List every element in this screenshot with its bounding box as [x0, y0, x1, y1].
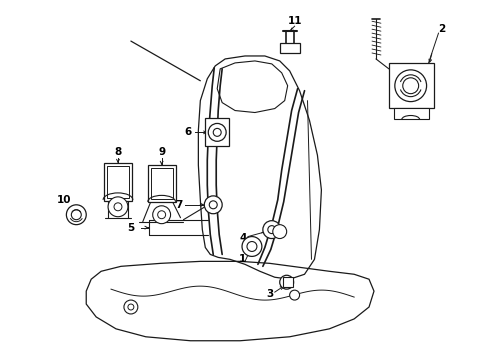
FancyBboxPatch shape — [147, 165, 175, 202]
Text: 4: 4 — [239, 233, 246, 243]
Text: 7: 7 — [175, 200, 182, 210]
Text: 6: 6 — [184, 127, 192, 138]
Text: 1: 1 — [238, 255, 245, 264]
Circle shape — [272, 225, 286, 239]
Circle shape — [128, 304, 134, 310]
Circle shape — [402, 78, 418, 94]
Circle shape — [263, 221, 280, 239]
Circle shape — [267, 226, 275, 234]
Circle shape — [394, 70, 426, 102]
Text: 10: 10 — [57, 195, 72, 205]
Circle shape — [152, 206, 170, 224]
Text: 8: 8 — [114, 147, 122, 157]
Text: 9: 9 — [158, 147, 165, 157]
Text: 5: 5 — [127, 222, 134, 233]
Circle shape — [204, 196, 222, 214]
Text: 11: 11 — [287, 16, 301, 26]
Circle shape — [242, 237, 262, 256]
Circle shape — [108, 197, 128, 217]
Circle shape — [123, 300, 138, 314]
Circle shape — [246, 242, 256, 251]
FancyBboxPatch shape — [393, 108, 427, 120]
Circle shape — [157, 211, 165, 219]
Circle shape — [213, 129, 221, 136]
Circle shape — [279, 275, 293, 289]
Text: 2: 2 — [437, 24, 444, 34]
FancyBboxPatch shape — [205, 118, 229, 146]
FancyBboxPatch shape — [279, 43, 299, 53]
Circle shape — [208, 123, 225, 141]
Circle shape — [289, 290, 299, 300]
FancyBboxPatch shape — [104, 163, 132, 201]
FancyBboxPatch shape — [282, 277, 292, 287]
Circle shape — [209, 201, 217, 209]
Circle shape — [114, 203, 122, 211]
Circle shape — [66, 205, 86, 225]
Circle shape — [71, 210, 81, 220]
Text: 3: 3 — [265, 289, 273, 299]
FancyBboxPatch shape — [388, 63, 433, 108]
